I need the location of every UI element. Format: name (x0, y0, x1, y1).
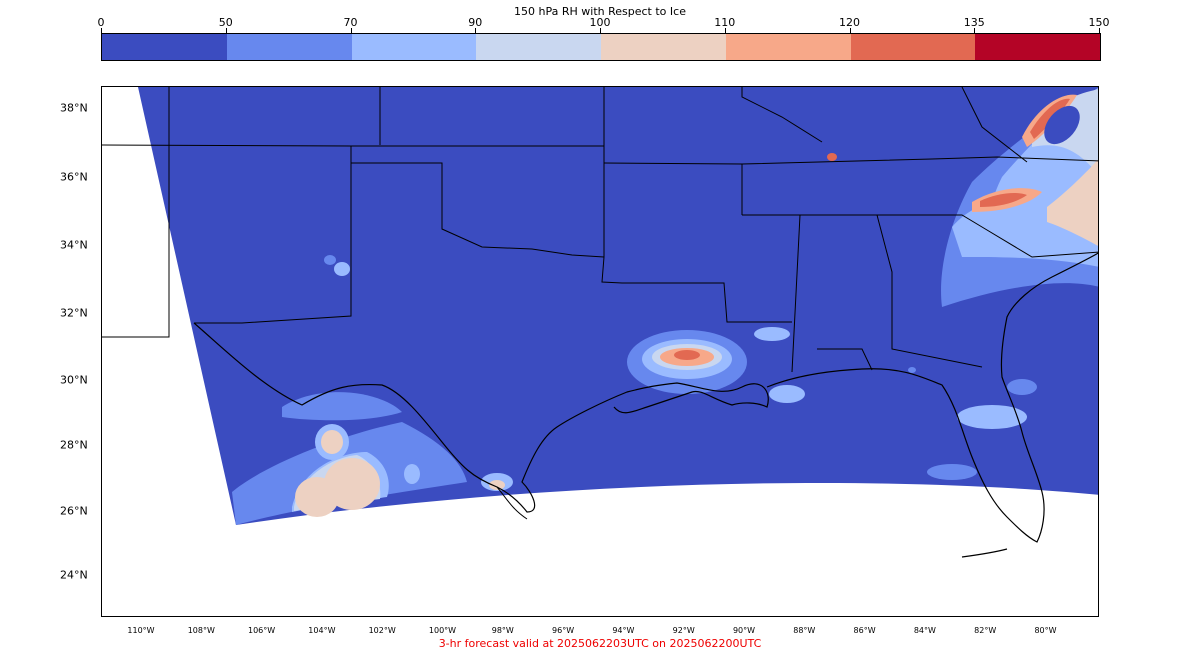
florida-keys (961, 548, 1008, 558)
model-domain-field (138, 87, 1098, 525)
colorbar-tick-mark (1099, 28, 1100, 33)
colorbar-tick-label: 70 (343, 16, 358, 29)
colorbar-tick-mark (225, 28, 227, 33)
longitude-label: 108°W (187, 626, 215, 635)
longitude-label: 90°W (732, 626, 756, 635)
latitude-label: 28°N (60, 438, 88, 452)
longitude-label: 110°W (127, 626, 155, 635)
longitude-label: 88°W (793, 626, 816, 635)
longitude-label: 98°W (491, 626, 514, 635)
latitude-label: 36°N (60, 170, 88, 184)
map-canvas (102, 87, 1098, 558)
colorbar-tick-label: 50 (218, 16, 233, 29)
latitude-label: 38°N (60, 101, 88, 115)
longitude-label: 82°W (974, 626, 997, 635)
longitude-label: 86°W (853, 626, 876, 635)
rh-contours-southwest (232, 255, 513, 525)
longitude-label: 96°W (552, 626, 575, 635)
latitude-label: 30°N (60, 373, 88, 387)
colorbar-tick-mark (475, 28, 477, 33)
colorbar-tick-label: 100 (589, 16, 611, 29)
longitude-label: 100°W (428, 626, 457, 635)
state-boundaries (102, 87, 1098, 373)
colorbar-tick-label: 90 (468, 16, 483, 29)
colorbar-tick-mark (600, 28, 601, 33)
longitude-label: 84°W (913, 626, 936, 635)
longitude-label: 92°W (672, 626, 695, 635)
longitude-label: 94°W (612, 626, 635, 635)
rh-contours-northeast (941, 88, 1098, 307)
colorbar-tick-label: 110 (714, 16, 736, 29)
longitude-label: 106°W (248, 626, 276, 635)
colorbar-segment (601, 34, 726, 60)
colorbar-segment (226, 34, 352, 60)
latitude-label: 24°N (60, 568, 88, 582)
colorbar-title: 150 hPa RH with Respect to Ice (514, 5, 686, 18)
colorbar-segment (102, 34, 227, 60)
colorbar-segment (850, 34, 976, 60)
colorbar-tick-mark (849, 28, 851, 33)
latitude-label: 32°N (60, 306, 88, 320)
map-panel (101, 86, 1099, 617)
colorbar-segment (975, 34, 1100, 60)
rh-contours-louisiana (627, 153, 837, 403)
gulf-coastline (193, 252, 1098, 543)
colorbar (101, 33, 1101, 61)
colorbar-tick-label: 135 (963, 16, 985, 29)
longitude-label: 104°W (308, 626, 336, 635)
longitude-label: 102°W (368, 626, 396, 635)
latitude-label: 26°N (60, 504, 88, 518)
colorbar-tick-label: 120 (839, 16, 860, 29)
colorbar-tick-label: 150 (1088, 16, 1110, 29)
mexico-border (496, 486, 528, 520)
colorbar-tick-label: 0 (97, 16, 105, 29)
colorbar-tick-mark (974, 28, 976, 33)
rh-contours-southeast (908, 367, 1037, 480)
colorbar-segment (725, 34, 851, 60)
colorbar-tick-mark (724, 28, 726, 33)
colorbar-tick-mark (350, 28, 352, 33)
colorbar-tick-mark (101, 28, 102, 33)
colorbar-segment (476, 34, 601, 60)
longitude-label: 80°W (1034, 626, 1057, 635)
colorbar-segment (351, 34, 477, 60)
latitude-label: 34°N (60, 238, 88, 252)
forecast-caption: 3-hr forecast valid at 2025062203UTC on … (438, 637, 762, 650)
